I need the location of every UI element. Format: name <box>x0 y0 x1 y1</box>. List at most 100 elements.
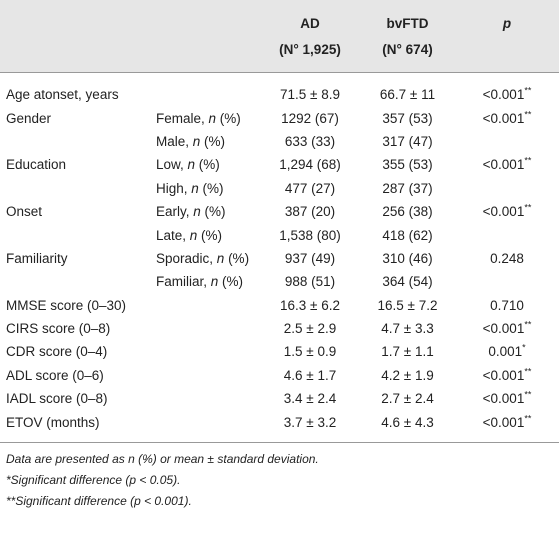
footnote: *Significant difference (p < 0.05). <box>6 472 181 487</box>
p-cell: <0.001** <box>482 319 532 337</box>
bvftd-cell: 364 (54) <box>382 274 433 290</box>
p-cell: 0.710 <box>490 297 524 313</box>
row-label <box>0 177 150 200</box>
ad-cell: 633 (33) <box>284 133 336 149</box>
ad-cell: 1,538 (80) <box>279 227 341 243</box>
header-cell <box>0 36 150 73</box>
row-label: Gender <box>6 110 52 126</box>
p-cell: <0.001** <box>482 202 532 220</box>
bvftd-cell: 66.7 ± 11 <box>379 87 436 103</box>
row-sublabel: Late, n (%) <box>156 227 223 243</box>
row-sublabel <box>150 410 260 443</box>
row-label: CDR score (0–4) <box>6 344 108 360</box>
footnotes: Data are presented as n (%) or mean ± st… <box>0 443 559 512</box>
p-cell: <0.001** <box>482 366 532 383</box>
table-row: IADL score (0–8) 3.4 ± 2.4 2.7 ± 2.4 <0.001… <box>0 387 559 410</box>
ad-cell: 387 (20) <box>284 204 336 220</box>
table-row: Familiar, n (%) 988 (51) 364 (54) <box>0 270 559 293</box>
bvftd-cell: 317 (47) <box>382 133 433 149</box>
row-sublabel: Familiar, n (%) <box>156 274 244 290</box>
table-row: ADL score (0–6) 4.6 ± 1.7 4.2 ± 1.9 <0.001*… <box>0 364 559 387</box>
table-body: Age atonset, years 71.5 ± 8.9 66.7 ± 11 <0.… <box>0 73 559 443</box>
bvftd-cell: 2.7 ± 2.4 <box>381 391 434 407</box>
ad-cell: 3.4 ± 2.4 <box>283 391 337 407</box>
ad-cell: 477 (27) <box>284 180 336 196</box>
bvftd-cell: 4.2 ± 1.9 <box>381 367 434 383</box>
row-label: Onset <box>6 204 43 220</box>
ad-cell: 1292 (67) <box>281 110 339 126</box>
p-cell: 0.248 <box>490 250 524 266</box>
table-row: MMSE score (0–30) 16.3 ± 6.2 16.5 ± 7.2 0.7… <box>0 294 559 317</box>
bvftd-cell: 16.5 ± 7.2 <box>377 297 438 313</box>
header-cell <box>0 0 150 36</box>
table-row: ETOV (months) 3.7 ± 3.2 4.6 ± 4.3 <0.001** <box>0 410 559 443</box>
row-label <box>0 223 150 246</box>
table-row: Late, n (%) 1,538 (80) 418 (62) <box>0 223 559 246</box>
row-label: Familiarity <box>6 250 68 266</box>
header-ad-n: (N° 1,925) <box>260 36 360 73</box>
table-row: Education Low, n (%) 1,294 (68) 355 (53) <0.… <box>0 153 559 176</box>
ad-cell: 2.5 ± 2.9 <box>283 321 337 337</box>
row-sublabel <box>150 364 260 387</box>
data-table: AD bvFTD p (N° 1,925) (N° 674) Age atons… <box>0 0 559 443</box>
row-sublabel <box>150 317 260 340</box>
table-row: High, n (%) 477 (27) 287 (37) <box>0 177 559 200</box>
ad-cell: 988 (51) <box>284 274 336 290</box>
row-sublabel: Female, n (%) <box>156 110 241 126</box>
row-label <box>0 270 150 293</box>
table-row: Age atonset, years 71.5 ± 8.9 66.7 ± 11 <0.… <box>0 73 559 107</box>
row-sublabel <box>150 387 260 410</box>
table-row: CDR score (0–4) 1.5 ± 0.9 1.7 ± 1.1 0.001* <box>0 340 559 363</box>
bvftd-cell: 310 (46) <box>382 250 433 266</box>
row-sublabel: Sporadic, n (%) <box>156 250 250 266</box>
row-label: MMSE score (0–30) <box>6 297 127 313</box>
row-sublabel: High, n (%) <box>156 180 224 196</box>
row-sublabel <box>150 340 260 363</box>
bvftd-cell: 256 (38) <box>382 204 433 220</box>
ad-cell: 71.5 ± 8.9 <box>280 87 340 103</box>
header-cell <box>150 36 260 73</box>
bvftd-cell: 287 (37) <box>382 180 433 196</box>
p-cell: <0.001** <box>482 85 532 103</box>
p-cell: <0.001** <box>482 109 532 126</box>
p-cell: <0.001** <box>455 410 559 443</box>
p-cell <box>455 130 559 153</box>
p-cell: <0.001** <box>482 389 532 407</box>
row-sublabel: Early, n (%) <box>156 204 226 220</box>
row-label: Education <box>6 157 67 173</box>
row-label: ETOV (months) <box>0 410 150 443</box>
bvftd-cell: 357 (53) <box>382 110 433 126</box>
p-cell: 0.001* <box>488 342 526 360</box>
bvftd-cell: 418 (62) <box>382 227 433 243</box>
row-label: Age atonset, years <box>6 87 119 103</box>
row-label: CIRS score (0–8) <box>6 321 111 337</box>
ad-cell: 4.6 ± 1.7 <box>283 367 337 383</box>
ad-cell: 1,294 (68) <box>279 157 341 173</box>
bvftd-cell: 1.7 ± 1.1 <box>381 344 434 360</box>
header-bvftd-n: (N° 674) <box>360 36 455 73</box>
footnote: **Significant difference (p < 0.001). <box>6 493 192 508</box>
ad-cell: 937 (49) <box>284 250 336 266</box>
header-p: p <box>502 15 512 31</box>
header-row: (N° 1,925) (N° 674) <box>0 36 559 73</box>
row-sublabel <box>150 73 260 107</box>
row-sublabel <box>150 294 260 317</box>
row-label: ADL score (0–6) <box>6 367 104 383</box>
table-row: Gender Female, n (%) 1292 (67) 357 (53) <0.0… <box>0 106 559 129</box>
p-cell <box>455 177 559 200</box>
row-sublabel: Male, n (%) <box>156 133 226 149</box>
footnote: Data are presented as n (%) or mean ± st… <box>6 451 319 466</box>
ad-cell: 3.7 ± 3.2 <box>260 410 360 443</box>
p-cell: <0.001** <box>482 155 532 173</box>
ad-cell: 16.3 ± 6.2 <box>280 297 340 313</box>
row-label: IADL score (0–8) <box>6 391 108 407</box>
header-cell <box>455 36 559 73</box>
table-row: Male, n (%) 633 (33) 317 (47) <box>0 130 559 153</box>
ad-cell: 1.5 ± 0.9 <box>283 344 337 360</box>
bvftd-cell: 4.7 ± 3.3 <box>381 321 434 337</box>
p-cell <box>455 223 559 246</box>
header-row: AD bvFTD p <box>0 0 559 36</box>
table-row: Onset Early, n (%) 387 (20) 256 (38) <0.001*… <box>0 200 559 223</box>
bvftd-cell: 4.6 ± 4.3 <box>360 410 455 443</box>
